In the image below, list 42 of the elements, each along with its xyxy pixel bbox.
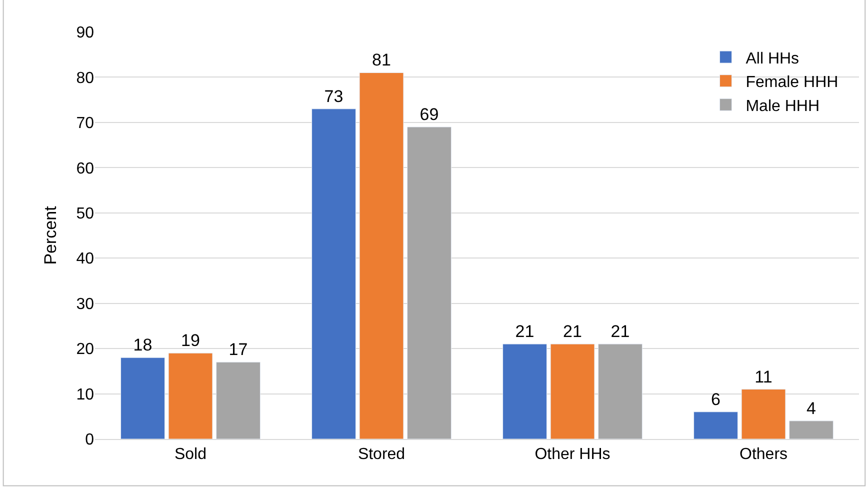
bar — [598, 344, 642, 439]
bar — [216, 362, 260, 439]
bar — [741, 389, 786, 439]
bar — [168, 352, 213, 439]
y-tick-label: 50 — [76, 205, 94, 222]
data-label: 69 — [420, 104, 439, 124]
data-label: 21 — [610, 322, 630, 342]
x-tick-label: Sold — [174, 446, 207, 464]
bar — [550, 344, 595, 439]
x-tick-label: Others — [739, 446, 788, 464]
y-tick-label: 40 — [76, 250, 94, 268]
x-tick-label: Stored — [358, 446, 406, 464]
y-tick-label: 20 — [76, 341, 94, 358]
data-label: 19 — [181, 331, 200, 350]
y-tick-label: 60 — [76, 160, 94, 178]
y-tick-label: 90 — [76, 24, 94, 42]
bar — [502, 344, 547, 439]
bar — [359, 72, 404, 439]
x-tick-label: Other HHs — [534, 446, 610, 464]
y-axis-title: Percent — [40, 206, 60, 265]
bar — [407, 126, 452, 439]
bar — [120, 357, 165, 439]
data-label: 18 — [133, 336, 152, 355]
y-tick-label: 70 — [76, 115, 94, 132]
y-tick-label: 30 — [76, 296, 94, 313]
legend-label: Female HHH — [746, 74, 838, 92]
bar — [694, 412, 738, 439]
data-label: 11 — [754, 367, 772, 386]
data-label: 4 — [806, 398, 816, 418]
data-label: 6 — [711, 390, 720, 409]
data-label: 21 — [515, 322, 534, 342]
data-label: 21 — [563, 322, 582, 342]
bar — [312, 108, 356, 439]
data-label: 17 — [228, 340, 248, 360]
legend-label: Male HHH — [746, 98, 820, 115]
y-tick-label: 10 — [76, 386, 94, 404]
data-label: 81 — [372, 50, 391, 70]
y-tick-label: 80 — [76, 70, 94, 87]
data-label: 73 — [324, 86, 344, 106]
legend-label: All HHs — [746, 50, 800, 68]
y-tick-label: 0 — [85, 432, 94, 449]
bar — [789, 420, 834, 439]
